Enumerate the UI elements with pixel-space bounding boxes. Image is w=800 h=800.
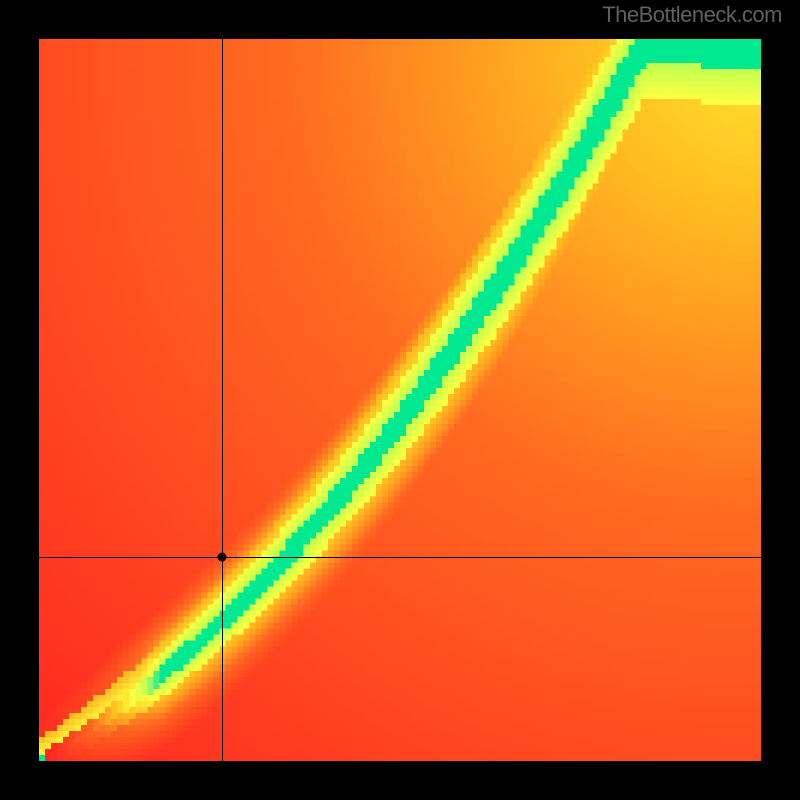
watermark-text: TheBottleneck.com [602,2,782,28]
marker-dot [217,553,226,562]
crosshair-vertical [222,39,223,761]
heatmap-canvas [39,39,761,761]
plot-area [39,39,761,761]
crosshair-horizontal [39,557,761,558]
chart-container: TheBottleneck.com [0,0,800,800]
